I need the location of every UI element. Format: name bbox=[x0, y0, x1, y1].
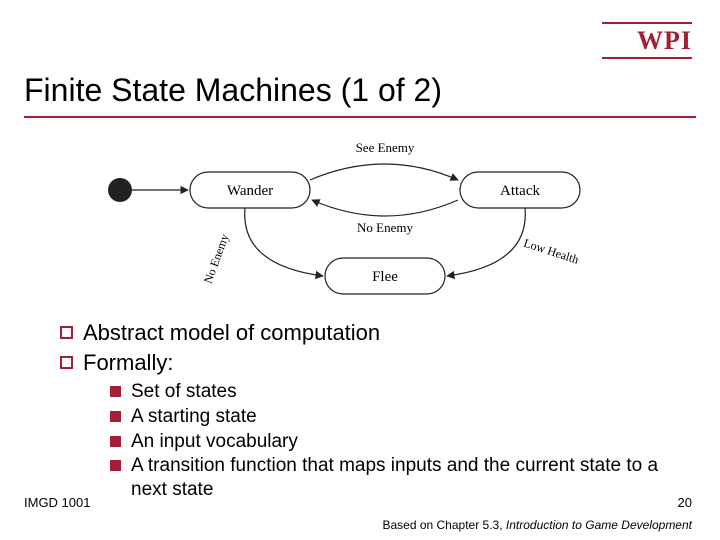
sub-bullet-text: A transition function that maps inputs a… bbox=[131, 454, 680, 502]
node-start bbox=[108, 178, 132, 202]
sub-bullet-text: An input vocabulary bbox=[131, 430, 298, 454]
edge-wander-flee bbox=[245, 208, 323, 276]
sub-bullet-text: A starting state bbox=[131, 405, 257, 429]
footer-citation: Based on Chapter 5.3, Introduction to Ga… bbox=[382, 518, 692, 532]
citation-title: Introduction to Game Development bbox=[506, 518, 692, 532]
node-wander-label: Wander bbox=[227, 183, 273, 199]
footer-page-number: 20 bbox=[678, 495, 692, 510]
footer-course-code: IMGD 1001 bbox=[24, 495, 90, 510]
bullet-item: Abstract model of computation bbox=[60, 320, 680, 346]
bullet-hollow-icon bbox=[60, 356, 73, 369]
edge-wander-attack bbox=[310, 164, 458, 180]
bullet-solid-icon bbox=[110, 386, 121, 397]
fsm-diagram: Wander Attack Flee See Enemy No Enemy No… bbox=[80, 130, 640, 300]
bullet-list: Abstract model of computation Formally: … bbox=[60, 320, 680, 503]
bullet-solid-icon bbox=[110, 436, 121, 447]
edge-wander-flee-label: No Enemy bbox=[201, 232, 232, 285]
bullet-text: Abstract model of computation bbox=[83, 320, 380, 346]
edge-attack-wander-label: No Enemy bbox=[357, 220, 413, 235]
sub-bullet-item: An input vocabulary bbox=[110, 430, 680, 454]
logo-rule-bottom bbox=[602, 57, 692, 59]
bullet-item: Formally: bbox=[60, 350, 680, 376]
bullet-text: Formally: bbox=[83, 350, 173, 376]
slide-title: Finite State Machines (1 of 2) bbox=[24, 72, 442, 109]
edge-wander-attack-label: See Enemy bbox=[356, 140, 415, 155]
logo-rule-top bbox=[602, 22, 692, 24]
sub-bullet-item: A starting state bbox=[110, 405, 680, 429]
wpi-logo: WPI bbox=[637, 26, 692, 56]
title-underline bbox=[24, 116, 696, 118]
node-attack-label: Attack bbox=[500, 183, 540, 199]
citation-prefix: Based on Chapter 5.3, bbox=[382, 518, 505, 532]
sub-bullet-list: Set of states A starting state An input … bbox=[110, 380, 680, 502]
bullet-solid-icon bbox=[110, 460, 121, 471]
edge-attack-wander bbox=[312, 200, 458, 216]
edge-attack-flee-label: Low Health bbox=[522, 236, 581, 267]
sub-bullet-item: A transition function that maps inputs a… bbox=[110, 454, 680, 502]
sub-bullet-item: Set of states bbox=[110, 380, 680, 404]
bullet-solid-icon bbox=[110, 411, 121, 422]
edge-attack-flee bbox=[447, 208, 525, 276]
bullet-hollow-icon bbox=[60, 326, 73, 339]
sub-bullet-text: Set of states bbox=[131, 380, 237, 404]
node-flee-label: Flee bbox=[372, 269, 398, 285]
